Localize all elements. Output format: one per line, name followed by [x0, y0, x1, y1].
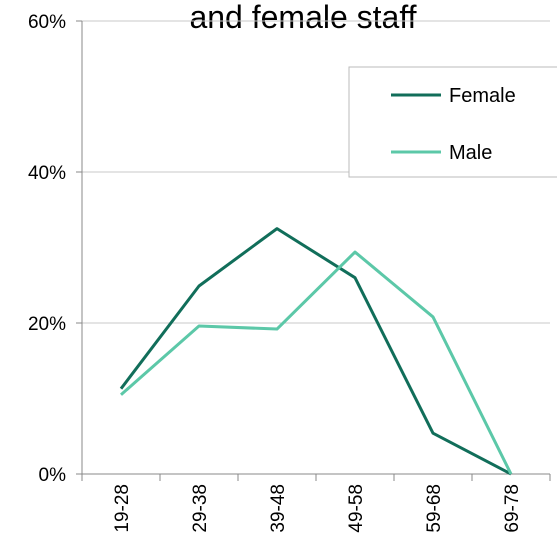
- legend-label: Male: [449, 142, 492, 164]
- x-tick-label: 29-38: [190, 484, 211, 533]
- series-line: [119, 227, 512, 476]
- legend-box: [348, 66, 557, 178]
- x-tick-label: 19-28: [112, 484, 133, 533]
- x-tick-label: 49-58: [346, 484, 367, 533]
- series-line: [120, 250, 513, 475]
- x-tick-label: 69-78: [502, 484, 523, 533]
- chart-title: and female staff: [189, 0, 416, 35]
- x-tick-label: 59-68: [424, 484, 445, 533]
- y-tick-label: 0%: [39, 465, 67, 486]
- x-tick-label: 39-48: [268, 484, 289, 533]
- y-tick-label: 20%: [28, 314, 66, 335]
- y-tick-label: 60%: [28, 12, 66, 33]
- legend-label: Female: [449, 85, 516, 107]
- y-tick-label: 40%: [28, 163, 66, 184]
